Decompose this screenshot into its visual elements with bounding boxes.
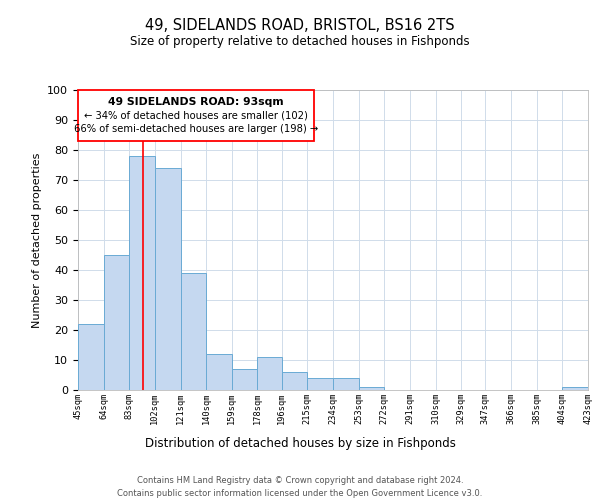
- Bar: [129, 156, 155, 390]
- Text: 49 SIDELANDS ROAD: 93sqm: 49 SIDELANDS ROAD: 93sqm: [108, 96, 284, 106]
- Text: Size of property relative to detached houses in Fishponds: Size of property relative to detached ho…: [130, 35, 470, 48]
- Bar: [333, 378, 359, 390]
- Bar: [206, 354, 232, 390]
- Text: Contains public sector information licensed under the Open Government Licence v3: Contains public sector information licen…: [118, 489, 482, 498]
- Bar: [155, 168, 181, 390]
- Bar: [78, 324, 104, 390]
- Bar: [282, 372, 307, 390]
- Text: Distribution of detached houses by size in Fishponds: Distribution of detached houses by size …: [145, 438, 455, 450]
- Text: ← 34% of detached houses are smaller (102): ← 34% of detached houses are smaller (10…: [84, 111, 308, 121]
- Bar: [562, 387, 588, 390]
- Bar: [307, 378, 333, 390]
- Bar: [232, 369, 257, 390]
- Y-axis label: Number of detached properties: Number of detached properties: [32, 152, 42, 328]
- Bar: [257, 357, 282, 390]
- Bar: [104, 255, 129, 390]
- Text: Contains HM Land Registry data © Crown copyright and database right 2024.: Contains HM Land Registry data © Crown c…: [137, 476, 463, 485]
- Text: 66% of semi-detached houses are larger (198) →: 66% of semi-detached houses are larger (…: [74, 124, 318, 134]
- Text: 49, SIDELANDS ROAD, BRISTOL, BS16 2TS: 49, SIDELANDS ROAD, BRISTOL, BS16 2TS: [145, 18, 455, 32]
- FancyBboxPatch shape: [78, 90, 314, 141]
- Bar: [359, 387, 384, 390]
- Bar: [181, 273, 206, 390]
